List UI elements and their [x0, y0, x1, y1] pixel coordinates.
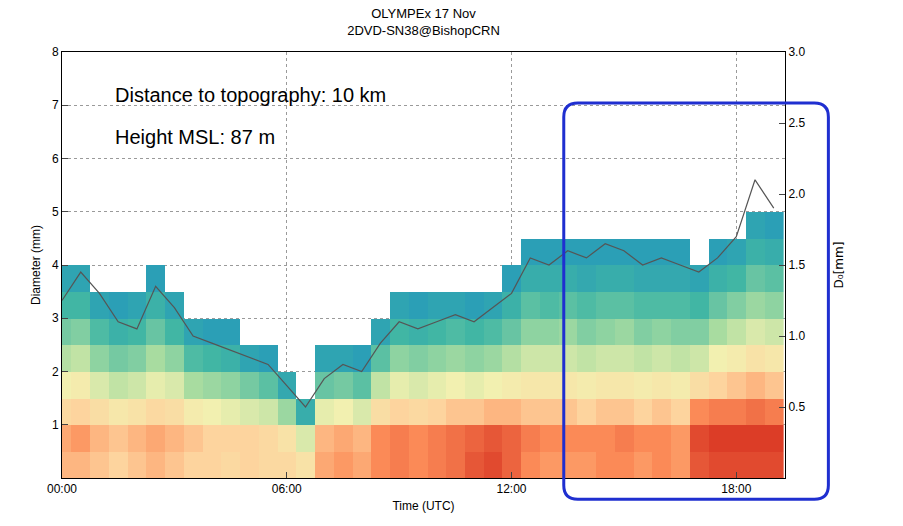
svg-text:6: 6 — [52, 152, 59, 166]
svg-text:Distance to topography: 10 km: Distance to topography: 10 km — [115, 84, 386, 106]
svg-text:12:00: 12:00 — [497, 482, 527, 496]
svg-text:3.0: 3.0 — [788, 45, 805, 59]
svg-text:06:00: 06:00 — [272, 482, 302, 496]
svg-text:7: 7 — [52, 98, 59, 112]
svg-text:3: 3 — [52, 311, 59, 325]
svg-text:4: 4 — [52, 258, 59, 272]
svg-text:Height MSL: 87 m: Height MSL: 87 m — [115, 126, 275, 148]
svg-text:0.5: 0.5 — [788, 400, 805, 414]
svg-text:8: 8 — [52, 45, 59, 59]
svg-text:1.5: 1.5 — [788, 258, 805, 272]
svg-text:00:00: 00:00 — [47, 482, 77, 496]
svg-text:OLYMPEx 17 Nov2DVD-SN38@Bishop: OLYMPEx 17 Nov2DVD-SN38@BishopCRN — [347, 6, 500, 38]
svg-text:5: 5 — [52, 205, 59, 219]
svg-text:2.5: 2.5 — [788, 116, 805, 130]
svg-text:1: 1 — [52, 418, 59, 432]
svg-text:D₀[mm]: D₀[mm] — [832, 242, 846, 289]
svg-text:18:00: 18:00 — [721, 482, 751, 496]
svg-text:Time (UTC): Time (UTC) — [392, 499, 454, 513]
svg-text:Diameter (mm): Diameter (mm) — [29, 225, 43, 305]
svg-text:2.0: 2.0 — [788, 187, 805, 201]
svg-text:2: 2 — [52, 365, 59, 379]
svg-text:1.0: 1.0 — [788, 329, 805, 343]
